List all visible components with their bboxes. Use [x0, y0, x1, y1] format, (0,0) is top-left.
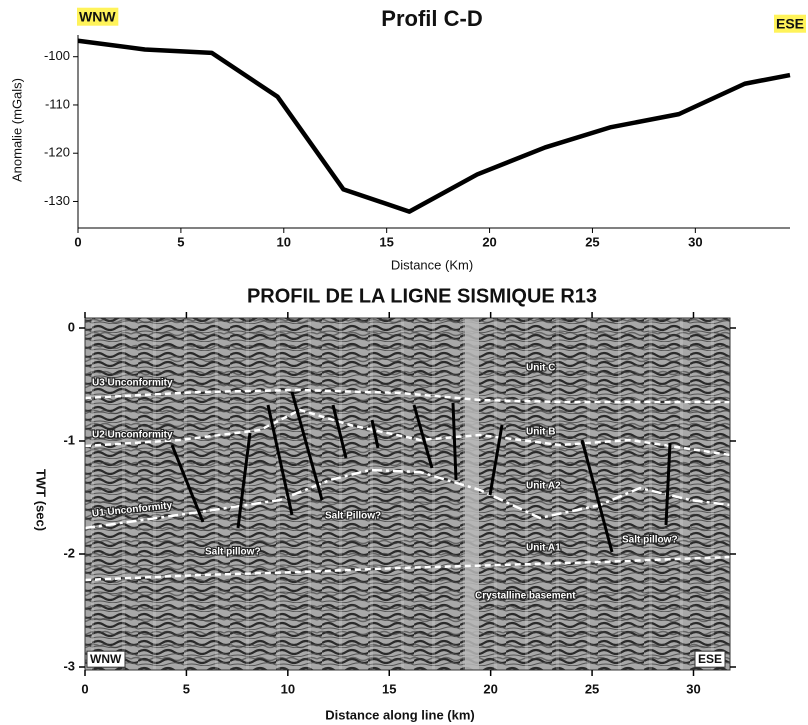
seismic-texture	[85, 318, 730, 670]
u2-horizon	[84, 408, 731, 457]
section-annotation: Unit A2	[526, 481, 561, 492]
x-tick-label: 5	[183, 681, 190, 696]
y-tick-label: -3	[63, 658, 75, 673]
label-box	[694, 650, 726, 668]
y-axis-label: Anomalie (mGals)	[9, 78, 24, 182]
section-title: PROFIL DE LA LIGNE SISMIQUE R13	[247, 285, 597, 307]
fault	[290, 391, 324, 501]
y-tick-label: -120	[44, 145, 70, 160]
section-annotation: Salt pillow?	[622, 535, 678, 546]
right-direction-label: ESE	[776, 16, 804, 32]
section-annotation: Unit C	[526, 363, 555, 374]
label-highlight	[773, 14, 806, 33]
y-axis-label: TWT (sec)	[34, 469, 49, 531]
data-gap-band	[465, 318, 479, 670]
x-tick-label: 20	[483, 681, 497, 696]
label-box	[86, 650, 126, 668]
x-tick-label: 25	[585, 681, 599, 696]
fault	[170, 444, 205, 523]
horizons	[84, 388, 731, 582]
x-tick-label: 10	[277, 234, 291, 249]
faults	[170, 391, 672, 553]
gravity-chart: -100 -110 -120 -130 0 5 10 15 20 25 30 Profil C-D WN…	[9, 6, 806, 272]
fault	[451, 402, 458, 481]
x-tick-label: 30	[686, 681, 700, 696]
section-annotation: ESE	[698, 652, 722, 666]
x-tick-label: 15	[379, 234, 393, 249]
image-frame	[84, 317, 731, 671]
section-annotation: Unit B	[526, 427, 555, 438]
section-annotation: Salt pillow?	[205, 547, 261, 558]
fault	[580, 439, 614, 553]
y-tick-label: -2	[63, 545, 75, 560]
fault	[488, 424, 504, 496]
u1-horizon	[84, 468, 731, 530]
x-tick-label: 15	[382, 681, 396, 696]
chart-title: Profil C-D	[381, 6, 482, 31]
seismic-section: 0 -1 -2 -3 0 5 10 15 20 25 30 PROFIL DE LA LIGNE SI…	[34, 285, 736, 722]
fault	[236, 432, 252, 529]
fault	[370, 419, 380, 449]
x-axis-label: Distance along line (km)	[325, 707, 475, 722]
fault	[331, 404, 348, 459]
x-tick-label: 0	[81, 681, 88, 696]
left-direction-label: WNW	[79, 9, 116, 25]
section-annotation: WNW	[90, 652, 122, 666]
section-annotation: U2 Unconformity	[92, 430, 173, 441]
x-tick-label: 0	[74, 234, 81, 249]
u3-horizon	[84, 388, 730, 404]
y-tick-label: -110	[45, 96, 70, 111]
label-highlight	[77, 7, 119, 26]
fault	[664, 442, 672, 526]
x-tick-label: 20	[482, 234, 496, 249]
x-tick-label: 10	[281, 681, 295, 696]
y-tick-label: -100	[44, 48, 70, 63]
y-tick-label: -130	[44, 193, 70, 208]
x-tick-label: 5	[177, 234, 184, 249]
section-annotation: Crystalline basement	[475, 591, 576, 602]
anomaly-line	[77, 38, 791, 214]
x-axis-label: Distance (Km)	[391, 257, 473, 272]
section-annotation: Salt Pillow?	[325, 511, 381, 522]
x-tick-label: 25	[585, 234, 599, 249]
section-annotation: U3 Unconformity	[92, 378, 173, 389]
basement-horizon	[84, 555, 731, 582]
fault	[266, 404, 294, 516]
y-tick-label: -1	[63, 432, 75, 447]
fault	[412, 404, 434, 469]
section-annotation: Unit A1	[526, 543, 561, 554]
x-tick-label: 30	[688, 234, 702, 249]
y-tick-label: 0	[68, 319, 75, 334]
